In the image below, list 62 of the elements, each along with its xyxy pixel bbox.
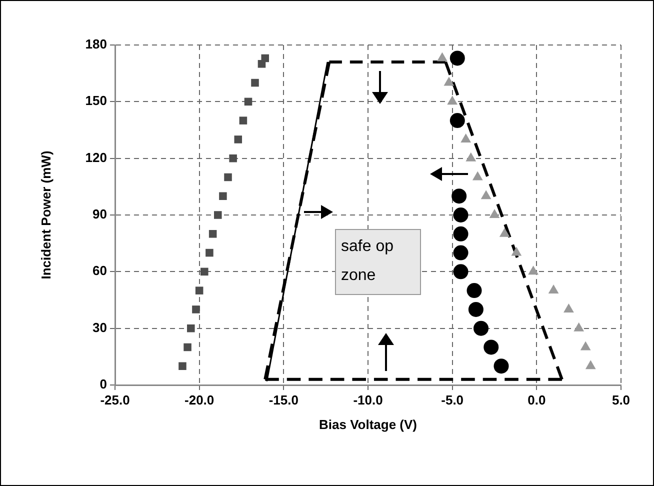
x-tick-label: -25.0 bbox=[100, 392, 130, 408]
point bbox=[229, 154, 237, 162]
point bbox=[548, 284, 559, 294]
y-tick-label: 90 bbox=[92, 206, 107, 222]
y-tick-label: 180 bbox=[85, 36, 107, 52]
y-tick-label: 60 bbox=[92, 263, 107, 278]
x-tick-label: 0.0 bbox=[528, 392, 546, 408]
x-axis-title: Bias Voltage (V) bbox=[318, 416, 418, 432]
point bbox=[437, 52, 448, 62]
y-axis-title: Incident Power (mW) bbox=[38, 150, 54, 280]
point bbox=[564, 303, 574, 312]
point bbox=[460, 133, 472, 142]
point bbox=[452, 188, 467, 204]
point bbox=[214, 211, 222, 219]
point bbox=[261, 54, 270, 62]
point bbox=[499, 228, 510, 237]
point bbox=[453, 245, 468, 260]
point bbox=[450, 113, 465, 128]
y-tick-label: 120 bbox=[85, 150, 107, 165]
point bbox=[511, 246, 522, 256]
point bbox=[453, 226, 468, 242]
point bbox=[474, 320, 489, 336]
x-tick-label: 5.0 bbox=[612, 392, 630, 408]
point bbox=[444, 76, 454, 86]
point bbox=[466, 152, 476, 162]
x-tick-label: -15.0 bbox=[268, 392, 298, 408]
point bbox=[580, 341, 591, 350]
point bbox=[200, 268, 208, 276]
x-tick-label: -5.0 bbox=[441, 392, 464, 408]
point bbox=[528, 266, 538, 275]
y-tick-label: 30 bbox=[92, 320, 107, 335]
point bbox=[251, 78, 259, 87]
x-tick-label: -10.0 bbox=[353, 392, 383, 408]
point bbox=[206, 248, 214, 257]
point bbox=[453, 264, 468, 280]
point bbox=[466, 283, 482, 298]
point bbox=[489, 209, 500, 218]
point bbox=[224, 173, 232, 182]
y-tick-label: 0 bbox=[100, 376, 107, 392]
point bbox=[195, 286, 204, 294]
point bbox=[208, 230, 217, 238]
point bbox=[184, 343, 192, 352]
point bbox=[574, 322, 584, 332]
point bbox=[447, 96, 458, 105]
point bbox=[244, 98, 252, 106]
point bbox=[192, 306, 200, 314]
point bbox=[472, 171, 483, 180]
y-tick-label: 150 bbox=[85, 93, 107, 108]
x-tick-label: -20.0 bbox=[184, 392, 214, 408]
point bbox=[480, 190, 492, 200]
point bbox=[494, 358, 509, 374]
point bbox=[187, 324, 195, 332]
point bbox=[219, 192, 227, 200]
point bbox=[234, 136, 242, 144]
point bbox=[585, 360, 596, 370]
point bbox=[468, 302, 484, 317]
point bbox=[178, 362, 186, 370]
point bbox=[484, 340, 499, 355]
point bbox=[450, 50, 465, 66]
point bbox=[453, 208, 468, 222]
point bbox=[239, 116, 248, 124]
annotation: safe op zone bbox=[335, 229, 421, 295]
